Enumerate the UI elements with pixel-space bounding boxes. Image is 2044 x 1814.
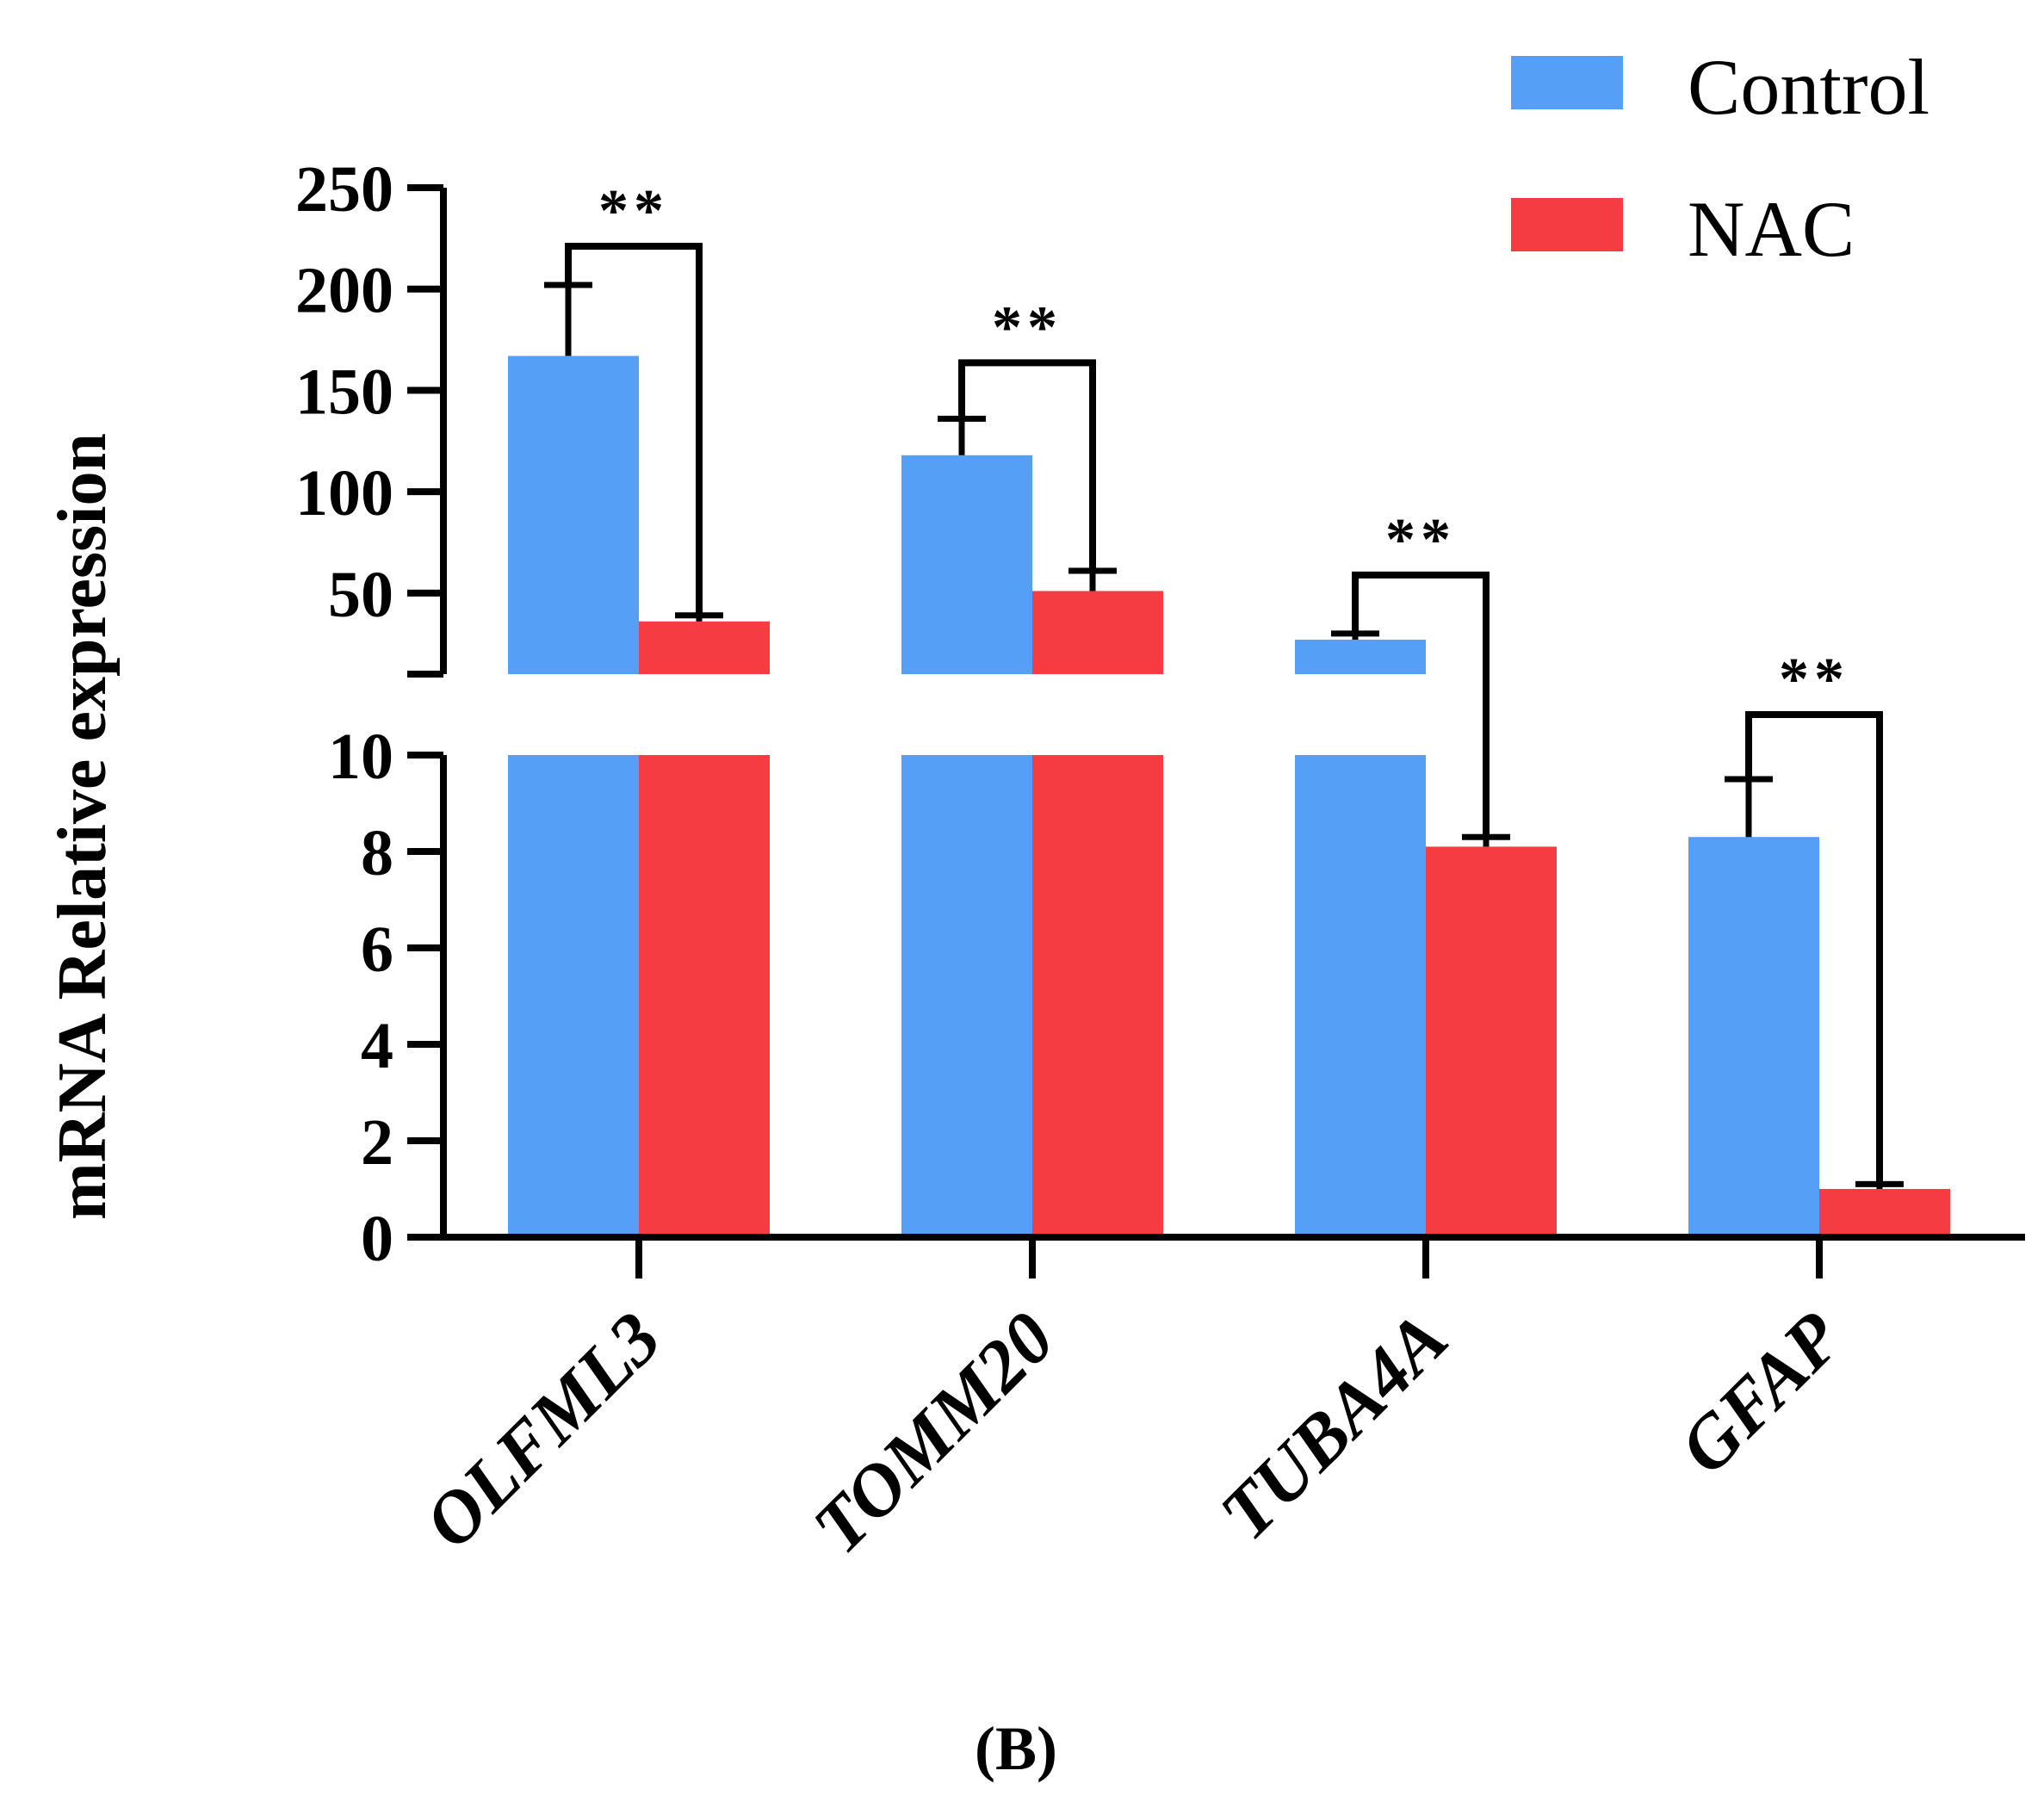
x-category-label-gfap: GFAP: [1663, 1296, 1858, 1490]
bars-layer: [508, 356, 1950, 1237]
y-tick-label-4: 4: [361, 1010, 393, 1082]
bar-tuba4a-control-upper: [1295, 639, 1426, 674]
category-labels-layer: OLFML3 TOMM20 TUBA4A GFAP: [408, 1296, 1857, 1569]
x-category-label-tuba4a: TUBA4A: [1204, 1297, 1463, 1556]
tick-labels-layer: 0 2 4 6 8 10 50 100 150 200 250: [295, 153, 393, 1275]
error-bar-tomm20-control: [938, 415, 986, 455]
bar-olfml3-nac-lower: [639, 755, 770, 1237]
bar-tomm20-nac-upper: [1032, 591, 1163, 674]
legend-label-nac: NAC: [1688, 185, 1855, 273]
significance-label-olfml3: **: [598, 178, 669, 245]
bar-olfml3-control-lower: [508, 755, 639, 1237]
y-tick-label-8: 8: [361, 817, 393, 889]
significance-bracket-olfml3: **: [565, 178, 703, 614]
y-tick-label-200: 200: [295, 255, 393, 327]
bar-tomm20-control-upper: [901, 455, 1032, 674]
significance-layer: ** ** ** **: [565, 178, 1883, 1183]
significance-label-tuba4a: **: [1385, 507, 1456, 573]
bar-olfml3-control-upper: [508, 356, 639, 674]
error-bar-tuba4a-nac: [1462, 833, 1510, 847]
y-tick-label-250: 250: [295, 153, 393, 226]
y-tick-label-6: 6: [361, 913, 393, 986]
error-bar-gfap-control: [1725, 776, 1773, 838]
bar-tuba4a-nac: [1426, 846, 1557, 1237]
axes-layer: [407, 184, 2025, 1278]
bar-olfml3-nac-upper: [639, 621, 770, 674]
error-bar-gfap-nac: [1855, 1180, 1904, 1189]
bar-tomm20-control-lower: [901, 755, 1032, 1237]
y-tick-label-150: 150: [295, 356, 393, 428]
error-bars-layer: [544, 282, 1904, 1189]
error-bar-olfml3-control: [544, 282, 592, 356]
panel-label: (B): [975, 1714, 1057, 1783]
y-tick-label-50: 50: [328, 559, 393, 631]
bar-tomm20-nac-lower: [1032, 755, 1163, 1237]
x-category-label-olfml3: OLFML3: [408, 1297, 676, 1564]
significance-bracket-tomm20: **: [958, 294, 1096, 569]
significance-bracket-tuba4a: **: [1352, 507, 1490, 836]
legend: Control NAC: [1511, 43, 1929, 273]
error-bar-tuba4a-control: [1331, 630, 1379, 640]
bar-tuba4a-control-lower: [1295, 755, 1426, 1237]
y-tick-label-10: 10: [328, 721, 393, 793]
error-bar-tomm20-nac: [1068, 567, 1117, 591]
significance-label-tomm20: **: [992, 294, 1062, 361]
y-tick-label-2: 2: [361, 1106, 393, 1179]
x-category-label-tomm20: TOMM20: [797, 1297, 1070, 1569]
bar-gfap-nac: [1819, 1189, 1950, 1237]
legend-label-control: Control: [1688, 43, 1929, 131]
significance-label-gfap: **: [1779, 647, 1849, 713]
legend-swatch-nac: [1511, 198, 1623, 251]
y-tick-label-100: 100: [295, 457, 393, 529]
significance-bracket-gfap: **: [1745, 647, 1883, 1183]
error-bar-olfml3-nac: [675, 612, 723, 622]
y-axis-label: mRNA Relative expression: [45, 433, 121, 1220]
y-tick-label-0: 0: [361, 1203, 393, 1275]
legend-swatch-control: [1511, 56, 1623, 109]
bar-gfap-control: [1688, 837, 1819, 1237]
